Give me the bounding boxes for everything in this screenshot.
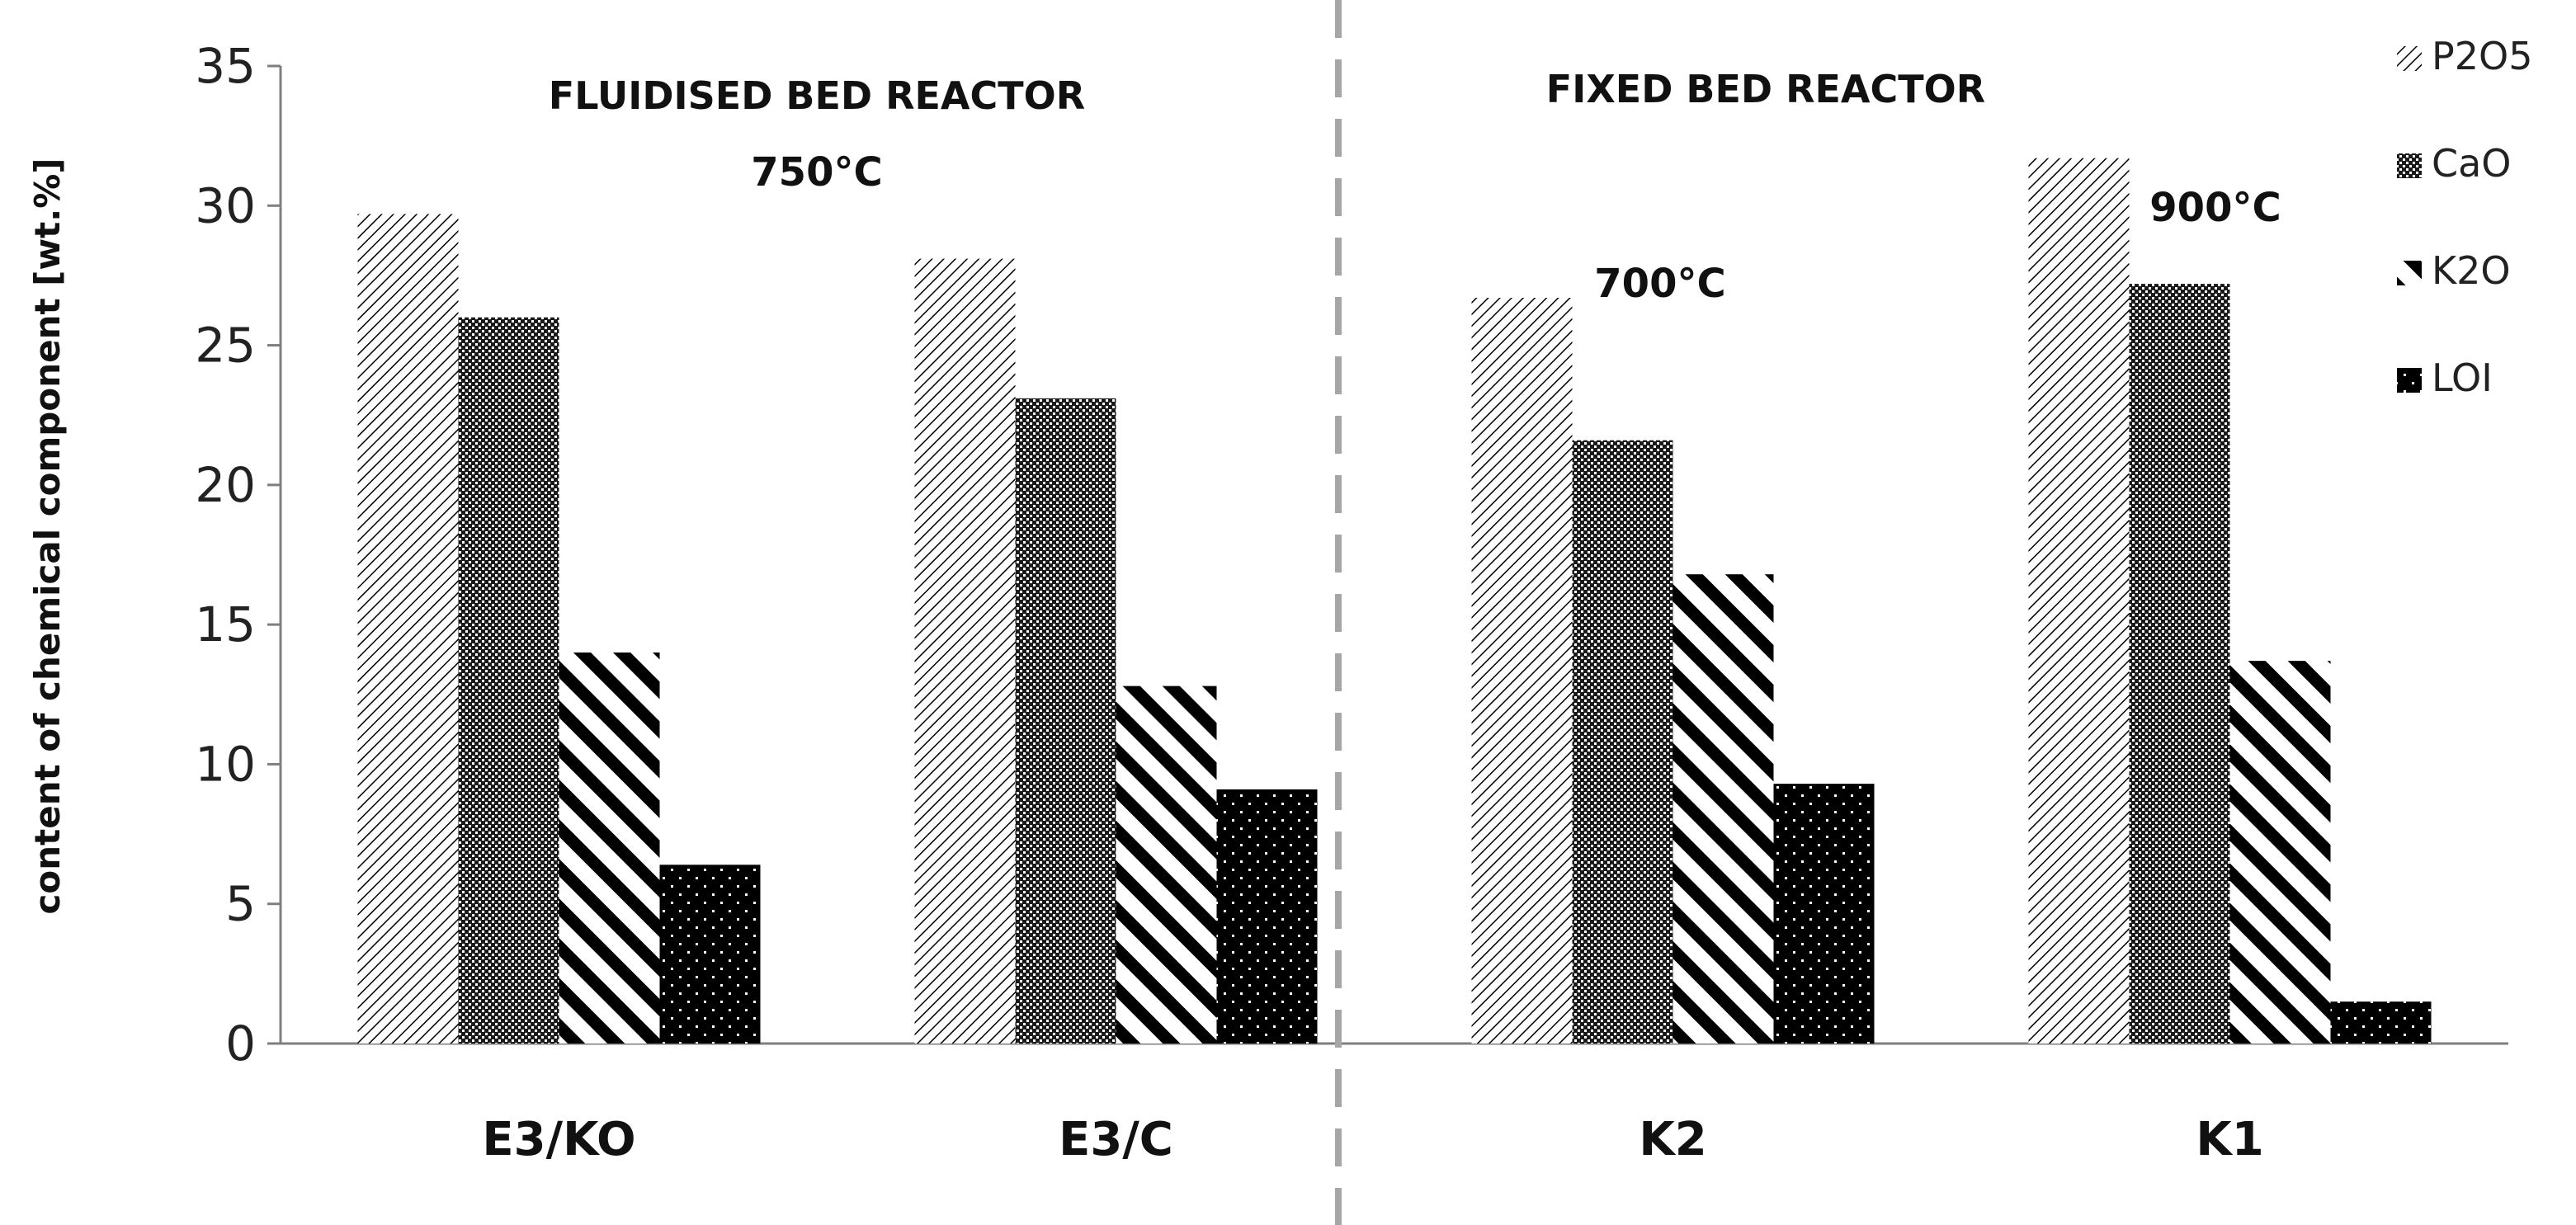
bar-p2o5-k2 [1471, 298, 1573, 1044]
bar-p2o5-e3c [914, 258, 1016, 1044]
bar-p2o5-e3ko [357, 214, 459, 1044]
annotation-900: 900°C [2149, 185, 2281, 231]
y-tick-label: 10 [195, 736, 256, 792]
legend-swatch-p2o5 [2397, 46, 2422, 71]
annotation-fluidised: FLUIDISED BED REACTOR [549, 73, 1085, 118]
y-tick-labels: 0 5 10 15 20 25 30 35 [195, 38, 256, 1072]
bar-cao-e3c [1015, 398, 1116, 1044]
legend-swatch-k2o [2397, 261, 2422, 285]
y-tick-label: 5 [225, 876, 256, 932]
legend-label-loi: LOI [2432, 356, 2493, 400]
bar-k2o-k2 [1673, 574, 1774, 1044]
annotation-fixed: FIXED BED REACTOR [1546, 67, 1985, 111]
y-tick-label: 30 [195, 177, 256, 233]
category-label: K2 [1639, 1113, 1706, 1166]
category-label: E3/C [1059, 1113, 1173, 1166]
bar-k2o-e3ko [559, 653, 660, 1044]
annotation-750: 750°C [751, 149, 882, 196]
category-labels: E3/KO E3/C K2 K1 [482, 1113, 2263, 1166]
y-axis-title: content of chemical component [wt.%] [27, 158, 68, 915]
bars [357, 158, 2432, 1044]
y-tick-label: 20 [195, 457, 256, 513]
bar-cao-k2 [1572, 440, 1673, 1044]
legend-label-p2o5: P2O5 [2432, 34, 2532, 78]
y-tick-label: 15 [195, 596, 256, 653]
y-tick-label: 35 [195, 38, 256, 94]
y-tick-label: 0 [225, 1015, 256, 1072]
bar-loi-e3ko [659, 865, 761, 1044]
bar-cao-e3ko [458, 317, 559, 1044]
y-tick-marks [267, 64, 281, 1045]
y-tick-label: 25 [195, 318, 256, 374]
bar-k2o-k1 [2229, 661, 2331, 1044]
annotation-700: 700°C [1594, 261, 1725, 307]
legend: P2O5 CaO K2O LOI [2397, 34, 2532, 400]
bar-p2o5-k1 [2028, 158, 2130, 1044]
category-label: K1 [2196, 1113, 2263, 1166]
bar-loi-k1 [2330, 1001, 2432, 1044]
legend-label-cao: CaO [2432, 141, 2512, 186]
bar-k2o-e3c [1116, 686, 1217, 1044]
bar-loi-k2 [1773, 784, 1875, 1044]
bar-loi-e3c [1216, 789, 1318, 1044]
legend-swatch-loi [2397, 368, 2422, 393]
legend-swatch-cao [2397, 153, 2422, 178]
bar-cao-k1 [2129, 284, 2230, 1044]
category-label: E3/KO [482, 1113, 635, 1166]
legend-label-k2o: K2O [2432, 248, 2511, 293]
